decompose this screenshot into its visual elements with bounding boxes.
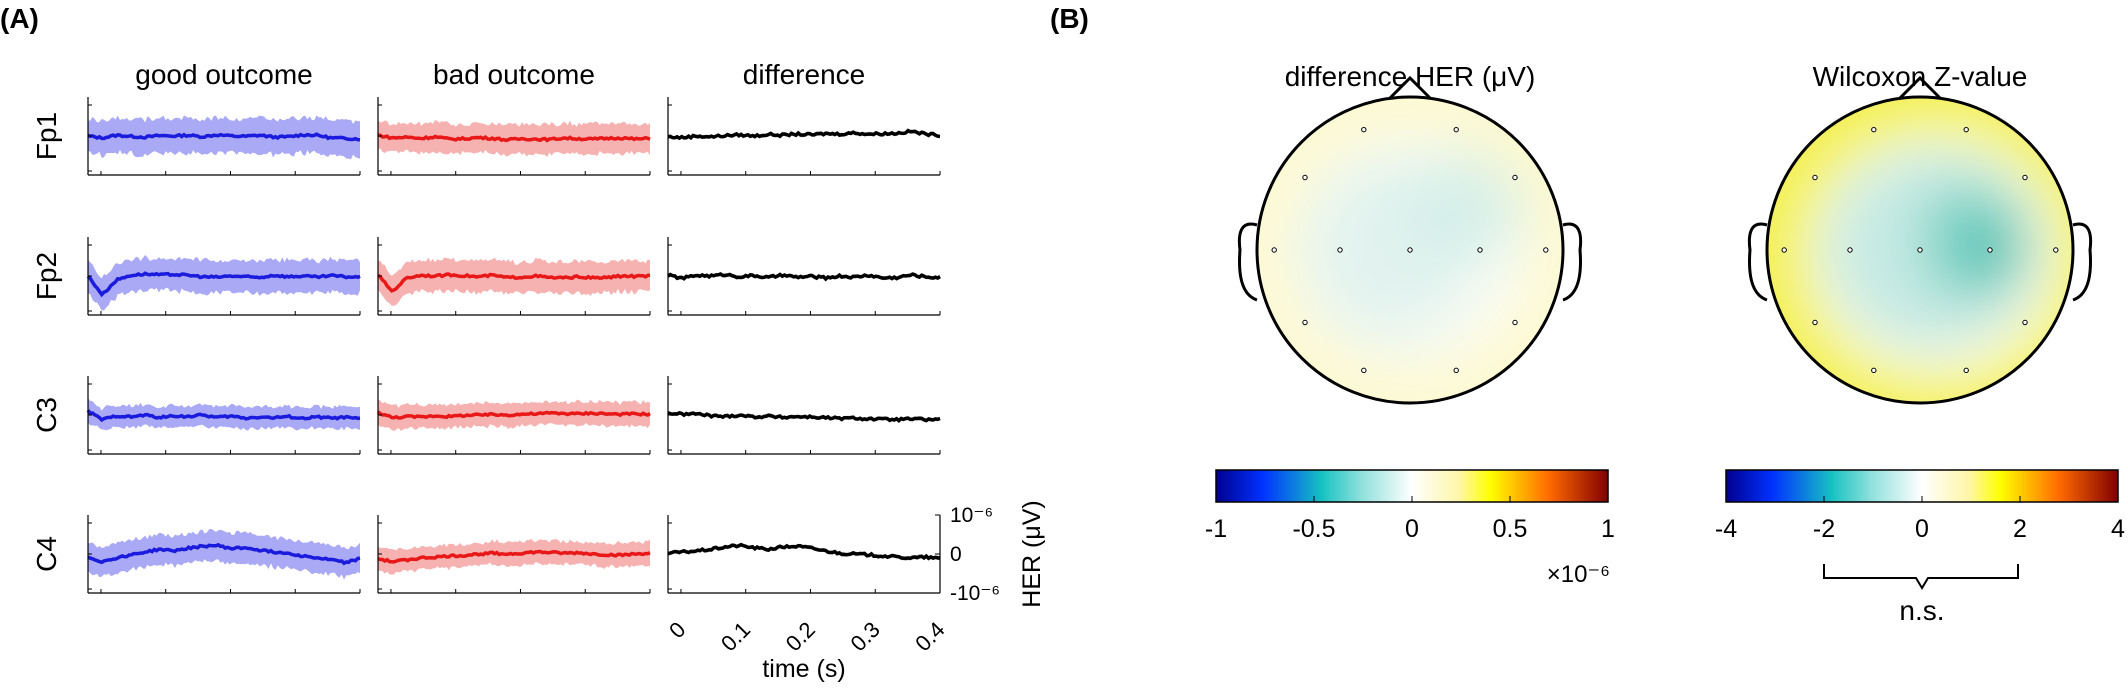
electrode-marker — [1963, 126, 1969, 133]
electrode-marker — [1543, 247, 1549, 253]
electrode-marker — [2022, 319, 2028, 326]
confidence-band — [88, 255, 360, 311]
y-tick-label: 0 — [950, 543, 962, 566]
electrode-marker — [1917, 247, 1923, 253]
electrode-marker — [1963, 367, 1969, 374]
row-label: C4 — [31, 536, 62, 572]
x-tick-label: 0.1 — [716, 617, 755, 656]
mean-trace — [667, 410, 941, 423]
mean-trace — [87, 542, 361, 566]
electrode-marker — [1512, 174, 1518, 181]
colorbar-tick-label: 2 — [2013, 515, 2027, 543]
electrode-marker — [1987, 247, 1993, 253]
electrode-marker — [2022, 174, 2028, 181]
column-title: difference — [743, 59, 865, 90]
mean-trace — [376, 410, 651, 420]
confidence-band — [88, 115, 360, 160]
electrode-marker — [1812, 319, 1818, 326]
right-ear-shape — [2072, 222, 2093, 302]
colorbar-wilcoxon: -4 -2 0 2 4 n.s. — [1715, 469, 2125, 626]
mean-trace — [377, 549, 651, 564]
colorbar-multiplier: ×10⁻⁶ — [1547, 561, 1610, 588]
colorbar-tick-label: 4 — [2111, 515, 2125, 543]
y-tick-label: 10⁻⁶ — [950, 504, 993, 527]
electrode-marker — [1361, 126, 1367, 133]
mean-trace — [667, 542, 941, 561]
x-tick-label: 0.3 — [845, 617, 884, 656]
row-label: Fp1 — [31, 112, 62, 160]
electrode-marker — [1361, 367, 1367, 374]
colorbar-tick-label: 0 — [1405, 515, 1419, 543]
row-label: Fp2 — [31, 252, 62, 300]
colorbar-tick-label: 1 — [1601, 515, 1615, 543]
nose-shape — [1898, 75, 1942, 100]
topomap-wilcoxon-z: Wilcoxon Z-value — [1747, 61, 2093, 405]
mean-trace — [377, 272, 651, 293]
electrode-marker — [1453, 126, 1459, 133]
colorbar-tick-label: 0 — [1915, 515, 1929, 543]
confidence-band — [378, 538, 650, 575]
column-title: bad outcome — [433, 59, 595, 90]
x-axis-label: time (s) — [762, 655, 845, 683]
colorbar-tick-label: 0.5 — [1493, 515, 1528, 543]
colorbar-tick-label: -2 — [1813, 515, 1835, 543]
panel-label-b: (B) — [1050, 3, 1089, 34]
mean-trace — [86, 409, 361, 423]
nose-shape — [1388, 75, 1432, 100]
electrode-marker — [1337, 247, 1343, 253]
ns-brace — [1823, 564, 2019, 590]
topomap-difference-her: difference HER (μV) — [1237, 61, 1583, 405]
electrode-marker — [1477, 247, 1483, 253]
colorbar-tick-label: -0.5 — [1292, 515, 1335, 543]
panel-label-a: (A) — [0, 3, 39, 34]
x-tick-label: 0 — [664, 617, 690, 643]
electrode-marker — [1302, 319, 1308, 326]
colorbar-tick-label: -4 — [1715, 515, 1737, 543]
electrode-marker — [1847, 247, 1853, 253]
electrode-marker — [1271, 247, 1277, 253]
mean-trace — [377, 133, 651, 143]
ns-label: n.s. — [1899, 595, 1944, 626]
right-ear-shape — [1562, 222, 1583, 302]
y-axis-label: HER (μV) — [1018, 500, 1046, 607]
colorbar-difference: -1 -0.5 0 0.5 1 ×10⁻⁶ — [1205, 469, 1615, 588]
row-label: C3 — [31, 397, 62, 433]
electrode-dots — [1781, 126, 2059, 374]
column-title: good outcome — [135, 59, 312, 90]
electrode-marker — [1812, 174, 1818, 181]
electrode-marker — [1871, 126, 1877, 133]
electrode-marker — [1512, 319, 1518, 326]
colorbar-tick-label: -1 — [1205, 515, 1227, 543]
mean-trace — [86, 271, 361, 298]
panel-a-line-grid: good outcome bad outcome difference Fp1 Fp2 C… — [31, 59, 1046, 683]
y-tick-label: -10⁻⁶ — [950, 582, 1000, 605]
mean-trace — [87, 132, 361, 142]
electrode-marker — [1871, 367, 1877, 374]
electrode-marker — [1407, 247, 1413, 253]
electrode-marker — [1453, 367, 1459, 374]
electrode-marker — [1781, 247, 1787, 253]
x-tick-label: 0.4 — [910, 617, 949, 656]
left-ear-shape — [1237, 222, 1258, 302]
confidence-band — [378, 257, 650, 306]
x-tick-label: 0.2 — [781, 617, 820, 656]
mean-trace — [666, 272, 941, 282]
electrode-marker — [2053, 247, 2059, 253]
confidence-band — [88, 529, 360, 580]
head-outline — [1255, 95, 1565, 405]
mean-trace — [667, 128, 941, 141]
electrode-marker — [1302, 174, 1308, 181]
left-ear-shape — [1747, 222, 1768, 302]
electrode-dots — [1271, 126, 1549, 374]
head-outline — [1765, 95, 2075, 405]
